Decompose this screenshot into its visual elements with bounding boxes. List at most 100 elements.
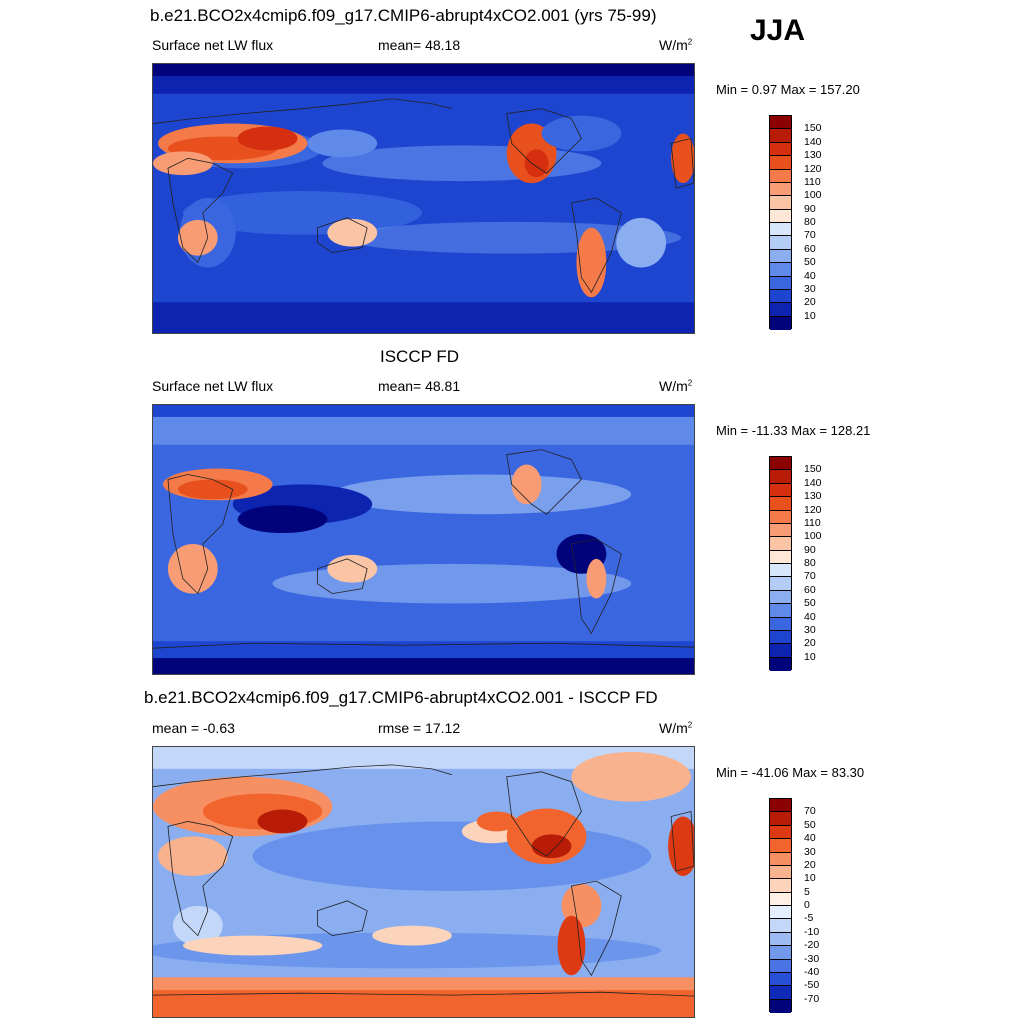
panel-rmse-diff: rmse = 17.12: [378, 720, 461, 736]
colorbar-tick-label: 10: [804, 650, 816, 663]
panel-title-model: b.e21.BCO2x4cmip6.f09_g17.CMIP6-abrupt4x…: [150, 6, 657, 25]
colorbar-swatch: [770, 999, 791, 1013]
colorbar-tick-label: 10: [804, 872, 816, 885]
colorbar-tick-label: -50: [804, 979, 820, 992]
colorbar-swatch: [770, 564, 791, 578]
colorbar-swatch: [770, 972, 791, 987]
colorbar-swatch: [770, 223, 791, 237]
colorbar-swatch: [770, 630, 791, 645]
colorbar-swatch: [770, 182, 791, 197]
colorbar-swatch: [770, 577, 791, 591]
colorbar-swatch: [770, 892, 791, 906]
colorbar-tick-label: 40: [804, 832, 816, 845]
colorbar-swatch: [770, 865, 791, 880]
colorbar-swatch: [770, 142, 791, 157]
colorbar-tick-label: 70: [804, 570, 816, 583]
colorbar-tick-label: 80: [804, 216, 816, 228]
colorbar-tick-label: 70: [804, 805, 816, 818]
colorbar-swatch: [770, 617, 791, 631]
panel-units-obs: W/m2: [659, 378, 693, 394]
colorbar-tick-label: 80: [804, 557, 816, 569]
colorbar-tick-label: 20: [804, 858, 816, 871]
colorbar-tick-label: -40: [804, 965, 820, 978]
colorbar-swatch: [770, 590, 791, 605]
colorbar-swatch: [770, 303, 791, 317]
colorbar-swatch: [770, 852, 791, 866]
map-model: [152, 63, 695, 334]
colorbar-model: [769, 115, 792, 330]
colorbar-swatch: [770, 799, 791, 813]
colorbar-tick-label: 50: [804, 597, 816, 610]
colorbar-tick-label: 60: [804, 242, 816, 255]
colorbar-swatch: [770, 196, 791, 210]
colorbar-swatch: [770, 116, 791, 130]
colorbar-swatch: [770, 470, 791, 484]
colorbar-tick-label: 40: [804, 269, 816, 282]
colorbar-tick-label: 70: [804, 229, 816, 242]
colorbar-tick-label: 30: [804, 845, 816, 858]
colorbar-swatch: [770, 657, 791, 671]
colorbar-diff: [769, 798, 792, 1013]
colorbar-swatch: [770, 209, 791, 223]
colorbar-swatch: [770, 537, 791, 551]
map-obs: [152, 404, 695, 675]
colorbar-obs: [769, 456, 792, 671]
colorbar-swatch: [770, 959, 791, 973]
panel-minmax-diff: Min = -41.06 Max = 83.30: [716, 765, 865, 780]
colorbar-tick-label: 30: [804, 282, 816, 295]
colorbar-tick-label: 50: [804, 256, 816, 269]
panel-minmax-obs: Min = -11.33 Max = 128.21: [716, 423, 871, 438]
colorbar-swatch: [770, 523, 791, 538]
colorbar-swatch: [770, 289, 791, 304]
colorbar-tick-label: 130: [804, 149, 822, 162]
colorbar-tick-label: 50: [804, 818, 816, 831]
colorbar-tick-label: 90: [804, 543, 816, 556]
colorbar-tick-label: 130: [804, 490, 822, 503]
colorbar-tick-label: 40: [804, 610, 816, 623]
colorbar-tick-label: 140: [804, 476, 822, 489]
panel-title-obs: ISCCP FD: [380, 347, 460, 366]
colorbar-swatch: [770, 986, 791, 1000]
colorbar-tick-label: 5: [804, 885, 810, 898]
colorbar-swatch: [770, 550, 791, 564]
season-label: JJA: [750, 14, 806, 47]
colorbar-swatch: [770, 812, 791, 826]
colorbar-tick-label: 150: [804, 463, 822, 476]
colorbar-swatch: [770, 946, 791, 960]
colorbar-tick-label: 20: [804, 296, 816, 309]
colorbar-tick-label: 0: [804, 899, 810, 911]
colorbar-tick-label: 100: [804, 530, 822, 543]
colorbar-swatch: [770, 249, 791, 264]
colorbar-swatch: [770, 644, 791, 658]
colorbar-tick-label: 90: [804, 202, 816, 215]
colorbar-tick-label: 120: [804, 503, 822, 516]
colorbar-swatch: [770, 497, 791, 511]
panel-units-model: W/m2: [659, 37, 693, 53]
colorbar-swatch: [770, 932, 791, 947]
colorbar-tick-label: 150: [804, 122, 822, 135]
colorbar-tick-label: 10: [804, 309, 816, 322]
panel-mean-model: mean= 48.18: [378, 37, 461, 53]
panel-mean-obs: mean= 48.81: [378, 378, 461, 394]
panel-minmax-model: Min = 0.97 Max = 157.20: [716, 82, 860, 97]
colorbar-tick-label: 20: [804, 637, 816, 650]
colorbar-tick-label: -20: [804, 939, 820, 952]
panel-mean-diff: mean = -0.63: [152, 720, 235, 736]
colorbar-swatch: [770, 129, 791, 143]
panel-title-diff: b.e21.BCO2x4cmip6.f09_g17.CMIP6-abrupt4x…: [144, 688, 658, 707]
colorbar-swatch: [770, 879, 791, 893]
colorbar-swatch: [770, 236, 791, 250]
colorbar-tick-label: -30: [804, 952, 820, 965]
colorbar-tick-label: 60: [804, 583, 816, 596]
colorbar-tick-label: -70: [804, 992, 820, 1005]
colorbar-tick-label: 110: [804, 516, 821, 529]
panel-variable-model: Surface net LW flux: [152, 37, 274, 53]
colorbar-swatch: [770, 604, 791, 618]
colorbar-swatch: [770, 510, 791, 524]
colorbar-swatch: [770, 169, 791, 183]
colorbar-swatch: [770, 483, 791, 498]
colorbar-tick-label: 100: [804, 189, 822, 202]
colorbar-swatch: [770, 276, 791, 290]
colorbar-tick-label: 140: [804, 135, 822, 148]
panel-variable-obs: Surface net LW flux: [152, 378, 274, 394]
